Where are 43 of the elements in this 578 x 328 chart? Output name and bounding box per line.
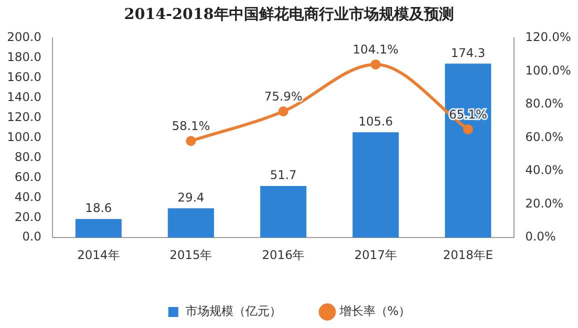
y-tick-label: 0.0 <box>22 230 42 244</box>
x-tick-label: 2015年 <box>170 248 212 262</box>
data-label: 105.6 <box>358 114 393 128</box>
y-tick-label: 80.0 <box>14 150 42 164</box>
y2-tick-label: 40.0% <box>525 163 564 178</box>
x-tick-label: 2016年 <box>262 248 305 262</box>
point <box>463 124 474 134</box>
data-label: 75.9% <box>264 89 302 104</box>
point <box>278 106 288 116</box>
data-label: 104.1% <box>352 42 399 57</box>
data-label: 58.1% <box>172 119 210 134</box>
data-label: 29.4 <box>178 190 204 204</box>
chart-title: 2014-2018年中国鲜花电商行业市场规模及预测 <box>124 4 454 23</box>
y-tick-label: 100.0 <box>6 130 42 144</box>
legend-label: 市场规模（亿元） <box>185 304 282 318</box>
bar <box>444 64 492 238</box>
point <box>370 59 381 70</box>
bar <box>75 219 122 238</box>
y2-tick-label: 20.0% <box>525 196 564 210</box>
y2-tick-label: 120.0% <box>525 30 572 44</box>
bar <box>168 208 214 238</box>
y-tick-label: 20.0 <box>14 210 42 224</box>
x-tick-label: 2017年 <box>354 248 397 262</box>
y-tick-label: 60.0 <box>14 170 42 184</box>
x-tick-label: 2014年 <box>77 248 120 262</box>
y2-tick-label: 80.0% <box>525 96 564 111</box>
data-label: 18.6 <box>85 201 112 216</box>
legend-label: 增长率（%） <box>338 304 411 318</box>
y-tick-label: 140.0 <box>6 90 42 104</box>
data-label: 51.7 <box>270 168 297 182</box>
bar <box>352 132 399 238</box>
y-tick-label: 40.0 <box>14 190 42 204</box>
bar <box>260 186 306 238</box>
y2-tick-label: 0.0% <box>525 230 556 244</box>
y-tick-label: 120.0 <box>6 110 42 124</box>
y-tick-label: 160.0 <box>6 70 42 84</box>
x-tick-label: 2018年E <box>442 248 494 262</box>
y-tick-label: 180.0 <box>6 50 42 64</box>
point <box>186 136 196 146</box>
y-tick-label: 200.0 <box>6 30 42 44</box>
y2-tick-label: 60.0% <box>525 130 564 144</box>
y2-tick-label: 100.0% <box>525 63 572 78</box>
data-label: 174.3 <box>450 46 486 60</box>
